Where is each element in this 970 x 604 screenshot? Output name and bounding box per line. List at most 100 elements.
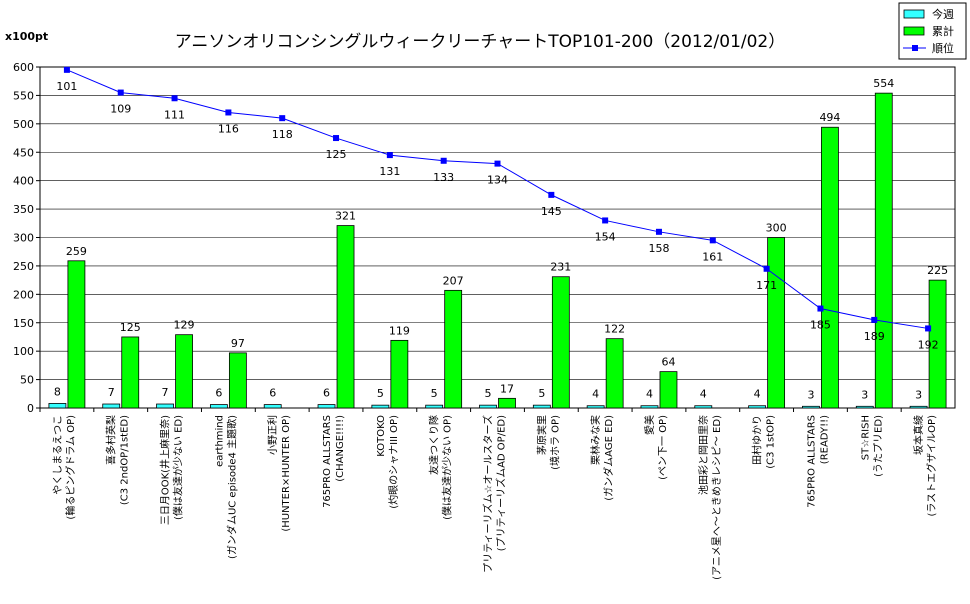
bar-weekly <box>425 404 444 409</box>
y-tick-label: 50 <box>20 374 34 387</box>
y-tick-label: 400 <box>13 175 34 188</box>
bar-weekly <box>802 405 820 409</box>
rank-marker <box>925 325 932 332</box>
x-category-label: (灼眼のシャナIII OP) <box>387 415 400 509</box>
data-label-weekly: 5 <box>377 387 384 400</box>
bar-total <box>498 397 516 409</box>
data-label-rank: 161 <box>702 250 723 263</box>
x-axis-categories: やくしまるえつこ (輪るピングドラム OP) 喜多村英梨 (C3 2ndOP/1stE… <box>39 408 938 580</box>
x-category-label: 栗林みな実 <box>589 415 602 465</box>
y-tick-label: 450 <box>13 146 34 159</box>
data-label-total: 64 <box>661 356 675 369</box>
series-weekly-bars <box>48 403 928 409</box>
rank-line <box>66 69 929 329</box>
data-label-rank: 125 <box>326 148 347 161</box>
bar-total <box>874 92 893 409</box>
bar-total <box>821 126 839 409</box>
data-label-weekly: 3 <box>915 388 922 401</box>
x-category-label: (ガンダムAGE ED) <box>602 415 615 501</box>
data-label-weekly: 4 <box>592 388 599 401</box>
bar-weekly <box>532 404 551 409</box>
rank-marker <box>871 316 878 323</box>
data-label-rank: 133 <box>433 171 454 184</box>
y-unit-label: x100pt <box>5 30 48 43</box>
data-label-rank: 134 <box>487 174 508 187</box>
x-category-label: 小野正利 <box>267 415 279 455</box>
data-label-weekly: 4 <box>646 388 653 401</box>
bar-total <box>928 279 947 409</box>
data-label-rank: 185 <box>810 319 831 332</box>
bar-weekly <box>909 405 928 409</box>
bar-total <box>336 225 355 409</box>
x-category-label: (READY!!) <box>819 415 830 464</box>
data-label-rank: 118 <box>272 128 293 141</box>
data-label-rank: 154 <box>595 230 616 243</box>
x-category-label: 三日月OOK(井上麻里奈) <box>159 415 172 525</box>
legend-label-rank: 順位 <box>932 41 954 55</box>
x-category-label: (ペン下一 OP) <box>658 415 669 480</box>
x-category-label: (CHANGE!!!!) <box>335 415 346 482</box>
rank-marker <box>548 191 555 198</box>
bar-total <box>659 371 678 409</box>
data-label-rank: 192 <box>918 338 939 351</box>
data-label-weekly: 5 <box>485 387 492 400</box>
data-label-weekly: 5 <box>431 387 438 400</box>
data-label-rank: 116 <box>218 122 239 135</box>
x-category-label: (境ホラ OP) <box>548 415 561 470</box>
y-tick-label: 200 <box>13 288 34 301</box>
data-label-total: 321 <box>335 210 356 223</box>
y-axis-ticks: 0 50 100 150 200 250 300 350 400 450 500 550 600 <box>13 61 40 415</box>
x-category-label: やくしまるえつこ <box>52 415 64 495</box>
y-tick-label: 350 <box>13 203 34 216</box>
bar-weekly <box>209 404 228 409</box>
data-label-total: 554 <box>873 77 894 90</box>
legend-label-weekly: 今週 <box>932 7 954 21</box>
rank-marker <box>63 66 70 73</box>
series-total-bars <box>67 92 947 409</box>
data-label-weekly: 6 <box>269 387 276 400</box>
data-label-weekly: 6 <box>215 387 222 400</box>
x-category-label: (C3 1stOP) <box>766 415 777 469</box>
bar-weekly <box>586 405 605 409</box>
rank-marker <box>333 135 340 142</box>
x-category-label: 坂本真綾 <box>912 415 925 455</box>
x-category-label: (輪るピングドラム OP) <box>64 415 77 520</box>
legend: 今週 累計 順位 <box>898 2 967 60</box>
legend-label-total: 累計 <box>932 24 954 38</box>
data-label-total: 300 <box>766 222 787 235</box>
x-category-label: (僕は友達が少ない OP) <box>441 415 454 520</box>
rank-marker <box>494 160 501 167</box>
x-category-label: KOTOKO <box>376 415 387 457</box>
legend-swatch-total <box>903 26 925 36</box>
legend-marker-rank <box>912 45 918 51</box>
bar-weekly <box>102 403 121 409</box>
rank-marker <box>225 109 232 116</box>
rank-marker <box>709 237 716 244</box>
y-tick-label: 250 <box>13 260 34 273</box>
data-label-weekly: 4 <box>754 388 761 401</box>
data-label-rank: 145 <box>541 205 562 218</box>
bar-weekly <box>479 404 497 409</box>
x-category-label: プリティーリズム☆オールスターズ <box>482 415 495 573</box>
data-label-total: 17 <box>500 382 514 395</box>
x-category-label: 765PRO ALLSTARS <box>322 415 333 508</box>
x-category-label: 愛美 <box>643 415 656 435</box>
bar-total <box>551 276 570 409</box>
x-category-label: 喜多村英梨 <box>105 415 118 465</box>
bar-total <box>767 237 786 409</box>
data-label-weekly: 6 <box>323 387 330 400</box>
data-label-weekly: 5 <box>538 387 545 400</box>
bar-weekly <box>640 405 659 409</box>
data-label-weekly: 4 <box>700 388 707 401</box>
y-tick-label: 100 <box>13 345 34 358</box>
data-label-weekly: 7 <box>108 386 115 399</box>
x-category-label: 田村ゆかり <box>751 415 764 465</box>
rank-marker <box>817 305 824 312</box>
bar-total <box>444 289 463 409</box>
bar-weekly <box>263 404 282 409</box>
y-tick-label: 500 <box>13 118 34 131</box>
data-label-total: 259 <box>66 245 87 258</box>
data-label-total: 122 <box>604 323 625 336</box>
x-category-label: 友達つくり隊 <box>428 415 441 475</box>
